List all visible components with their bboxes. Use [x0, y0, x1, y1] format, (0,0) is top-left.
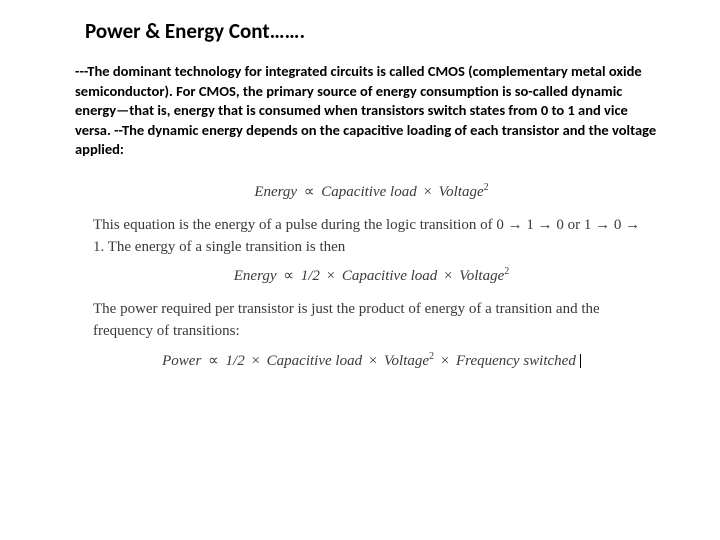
eq2-rhs1: Capacitive load	[342, 268, 441, 284]
eq2-lhs: Energy	[234, 268, 277, 284]
eq3-rhs2: Voltage	[384, 353, 429, 369]
eq1-lhs: Energy	[254, 184, 297, 200]
eq2-rhs2: Voltage	[459, 268, 504, 284]
propto-symbol: ∝	[205, 353, 222, 369]
eq3-exp: 2	[429, 351, 434, 362]
slide-content: Power & Energy Cont……. ---The dominant t…	[0, 18, 720, 370]
times-symbol: ×	[438, 353, 452, 369]
times-symbol: ×	[420, 184, 434, 200]
eq3-rhs1: Capacitive load	[267, 353, 366, 369]
eq2-factor: 1/2	[301, 268, 324, 284]
propto-symbol: ∝	[280, 268, 297, 284]
propto-symbol: ∝	[301, 184, 318, 200]
text-cursor	[580, 354, 581, 368]
times-symbol: ×	[248, 353, 262, 369]
equation-1: Energy ∝ Capacitive load × Voltage2	[93, 182, 650, 201]
equation-2: Energy ∝ 1/2 × Capacitive load × Voltage…	[93, 266, 650, 285]
equation-region: Energy ∝ Capacitive load × Voltage2 This…	[93, 182, 650, 370]
eq2-exp: 2	[504, 266, 509, 277]
eq1-rhs2: Voltage	[439, 184, 484, 200]
eq3-factor: 1/2	[226, 353, 249, 369]
eq1-rhs1: Capacitive load	[321, 184, 420, 200]
times-symbol: ×	[441, 268, 455, 284]
eq3-lhs: Power	[162, 353, 201, 369]
eq1-exp: 2	[484, 182, 489, 193]
equation-text-1: This equation is the energy of a pulse d…	[93, 215, 650, 259]
times-symbol: ×	[324, 268, 338, 284]
equation-3: Power ∝ 1/2 × Capacitive load × Voltage2…	[93, 351, 650, 370]
slide-body: ---The dominant technology for integrate…	[75, 62, 660, 160]
slide-title: Power & Energy Cont…….	[85, 18, 660, 44]
times-symbol: ×	[366, 353, 380, 369]
equation-text-2: The power required per transistor is jus…	[93, 299, 650, 343]
eq3-rhs3: Frequency switched	[456, 353, 576, 369]
